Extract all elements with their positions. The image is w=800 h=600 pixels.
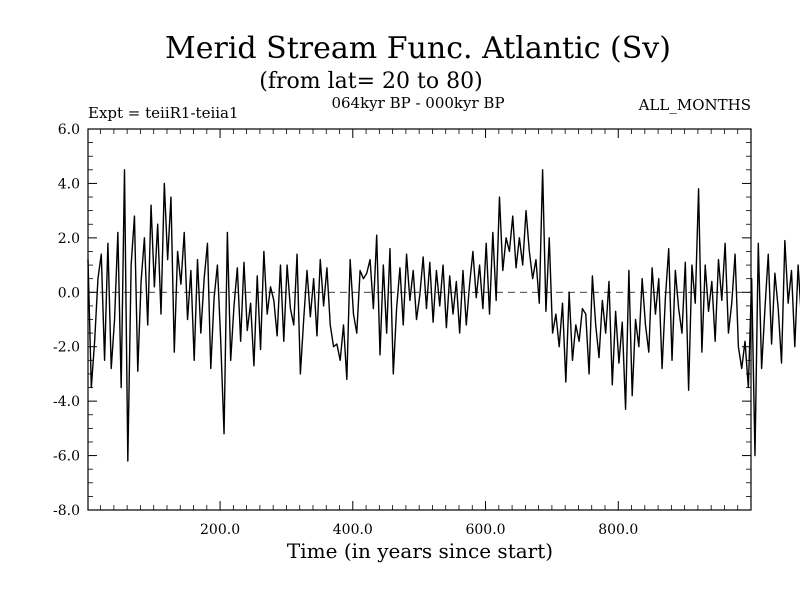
y-tick-label: 6.0 — [58, 122, 80, 138]
expt-label: Expt = teiiR1-teiia1 — [88, 104, 239, 122]
y-axis: 6.0 4.0 2.0 0.0 -2.0 -4.0 -6.0 -8.0 — [53, 122, 751, 519]
months-label: ALL_MONTHS — [638, 96, 751, 114]
y-tick-label: -6.0 — [53, 449, 80, 465]
period-label: 064kyr BP - 000kyr BP — [331, 94, 504, 112]
x-tick-label: 400.0 — [333, 522, 373, 538]
x-axis-label: Time (in years since start) — [287, 539, 553, 563]
x-tick-label: 200.0 — [200, 522, 240, 538]
plot-area — [87, 128, 800, 511]
y-tick-label: -2.0 — [53, 340, 80, 356]
y-tick-label: -8.0 — [53, 503, 80, 519]
series-group — [87, 169, 800, 462]
x-tick-label: 800.0 — [598, 522, 638, 538]
y-tick-label: 2.0 — [58, 231, 80, 247]
y-tick-label: 0.0 — [58, 285, 80, 301]
y-tick-label: -4.0 — [53, 394, 80, 410]
x-tick-label: 600.0 — [465, 522, 505, 538]
chart-title: Merid Stream Func. Atlantic (Sv) — [165, 31, 671, 66]
series-line-0 — [87, 169, 800, 462]
x-axis: 200.0 400.0 600.0 800.0 — [100, 129, 739, 538]
y-tick-label: 4.0 — [58, 176, 80, 192]
chart-subtitle: (from lat= 20 to 80) — [259, 69, 482, 94]
